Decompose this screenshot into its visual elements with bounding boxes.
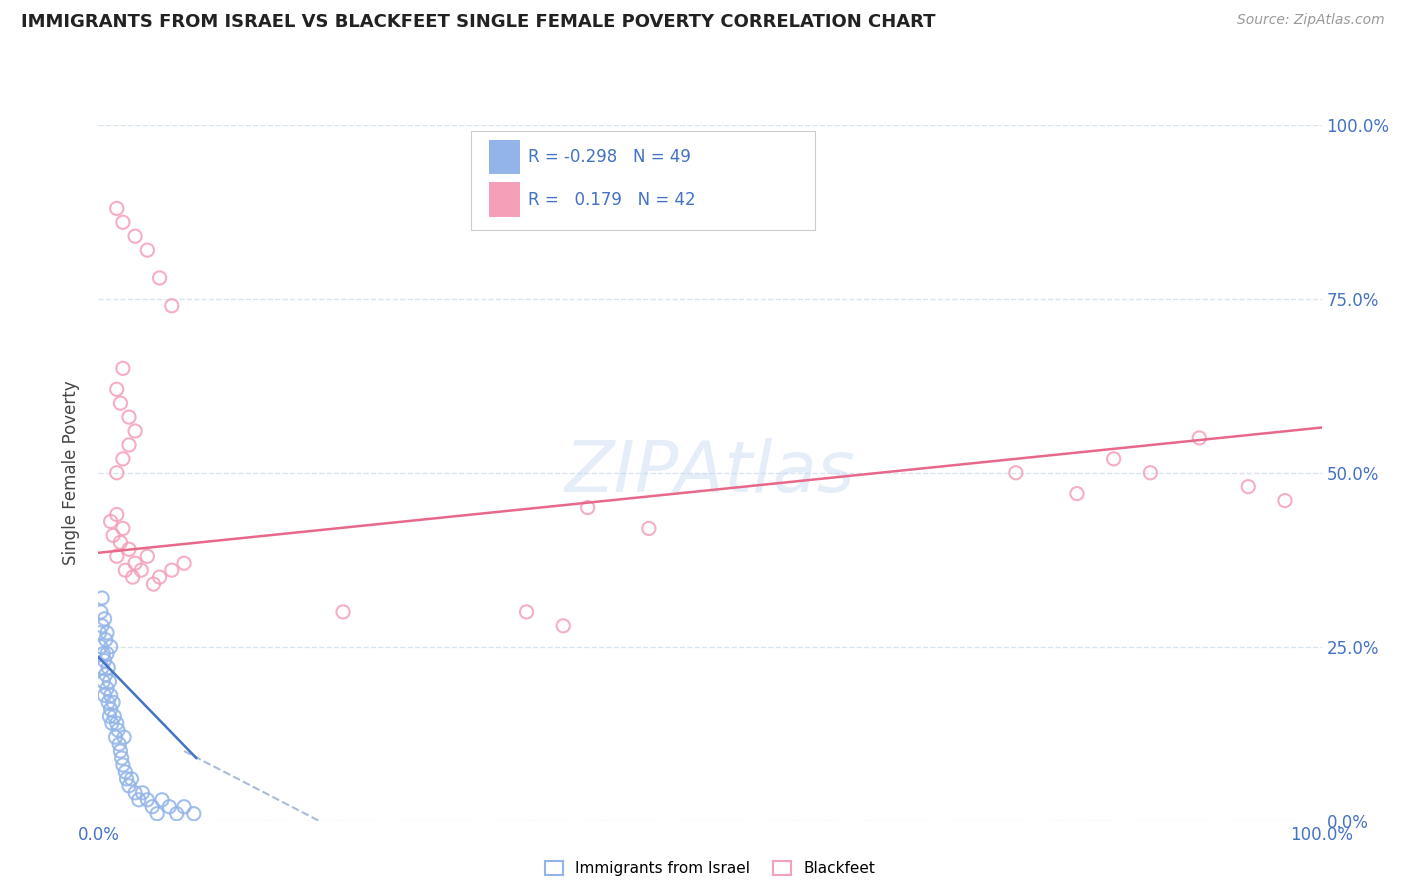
Point [150, 793, 173, 807]
Point [136, 793, 159, 807]
Point [131, 786, 153, 800]
Point [97, 660, 120, 674]
Point [105, 716, 128, 731]
Point [1274, 493, 1296, 508]
Point [173, 556, 195, 570]
Point [91, 619, 114, 633]
Point [93, 612, 115, 626]
Point [111, 361, 134, 376]
Point [111, 451, 134, 466]
Point [1237, 480, 1260, 494]
Point [111, 758, 134, 772]
Point [160, 563, 183, 577]
Text: Source: ZipAtlas.com: Source: ZipAtlas.com [1237, 13, 1385, 28]
Point [93, 689, 115, 703]
Point [90, 605, 112, 619]
Point [149, 271, 172, 285]
Point [101, 695, 124, 709]
Point [108, 737, 131, 751]
Point [183, 806, 205, 821]
Point [101, 716, 124, 731]
Point [105, 202, 128, 216]
Point [141, 799, 163, 814]
Point [91, 647, 114, 661]
Point [1188, 431, 1211, 445]
Point [166, 806, 188, 821]
Point [110, 744, 132, 758]
Point [96, 681, 118, 696]
Text: R = -0.298   N = 49: R = -0.298 N = 49 [529, 148, 692, 166]
Point [115, 772, 138, 786]
Point [100, 689, 122, 703]
Point [1004, 466, 1026, 480]
Point [146, 806, 169, 821]
Point [104, 730, 127, 744]
Point [110, 535, 132, 549]
Point [105, 549, 128, 564]
Point [111, 215, 134, 229]
Point [114, 764, 136, 779]
Point [94, 632, 117, 647]
Point [91, 591, 114, 605]
Point [149, 570, 172, 584]
Point [97, 695, 120, 709]
Y-axis label: Single Female Poverty: Single Female Poverty [62, 381, 80, 565]
Point [332, 605, 354, 619]
Point [124, 786, 146, 800]
Point [128, 793, 150, 807]
Text: IMMIGRANTS FROM ISRAEL VS BLACKFEET SINGLE FEMALE POVERTY CORRELATION CHART: IMMIGRANTS FROM ISRAEL VS BLACKFEET SING… [21, 13, 935, 31]
Point [118, 438, 141, 452]
Point [111, 521, 134, 535]
Point [105, 508, 128, 522]
Point [1102, 451, 1125, 466]
Point [136, 243, 159, 257]
Point [173, 799, 195, 814]
Point [101, 528, 124, 542]
Point [93, 654, 115, 668]
Point [118, 779, 141, 793]
Legend: Immigrants from Israel, Blackfeet: Immigrants from Israel, Blackfeet [538, 855, 882, 882]
Point [1066, 486, 1088, 500]
Point [105, 466, 128, 480]
Point [103, 709, 125, 723]
Point [118, 410, 141, 425]
Text: ZIPAtlas: ZIPAtlas [565, 438, 855, 508]
Point [515, 605, 537, 619]
Point [638, 521, 661, 535]
Point [124, 424, 146, 438]
Point [111, 751, 134, 765]
Point [142, 577, 165, 591]
Point [100, 515, 122, 529]
Point [107, 723, 129, 738]
Text: R =   0.179   N = 42: R = 0.179 N = 42 [529, 191, 696, 209]
Point [553, 619, 575, 633]
Point [120, 772, 142, 786]
Point [100, 702, 122, 716]
Point [89, 625, 111, 640]
Point [576, 500, 599, 515]
Point [157, 799, 180, 814]
Point [110, 396, 132, 410]
Point [1139, 466, 1161, 480]
Point [118, 542, 141, 557]
Point [124, 556, 146, 570]
Point [121, 570, 143, 584]
Point [98, 709, 121, 723]
Point [100, 640, 122, 654]
Point [114, 563, 136, 577]
Point [90, 640, 112, 654]
Point [98, 674, 121, 689]
Point [96, 625, 118, 640]
Point [112, 730, 135, 744]
Point [136, 549, 159, 564]
Point [91, 674, 114, 689]
Point [160, 299, 183, 313]
Point [105, 382, 128, 396]
Point [96, 647, 118, 661]
Point [129, 563, 152, 577]
Point [94, 667, 117, 681]
Point [91, 660, 114, 674]
Point [124, 229, 146, 244]
